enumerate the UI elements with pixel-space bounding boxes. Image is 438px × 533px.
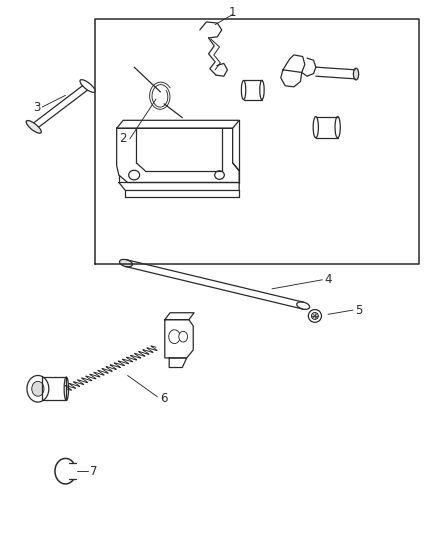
Ellipse shape xyxy=(353,68,358,80)
Ellipse shape xyxy=(128,170,139,180)
Circle shape xyxy=(32,381,44,396)
Ellipse shape xyxy=(296,302,309,309)
Ellipse shape xyxy=(241,80,245,100)
Ellipse shape xyxy=(307,310,321,322)
Circle shape xyxy=(168,330,180,344)
Ellipse shape xyxy=(334,117,339,138)
Ellipse shape xyxy=(259,80,264,100)
Ellipse shape xyxy=(214,171,224,179)
Circle shape xyxy=(27,375,49,402)
Text: 1: 1 xyxy=(228,6,236,19)
Circle shape xyxy=(178,332,187,342)
Text: 6: 6 xyxy=(160,392,168,405)
Text: 4: 4 xyxy=(324,273,331,286)
Text: 5: 5 xyxy=(354,304,362,317)
Ellipse shape xyxy=(26,120,41,133)
Ellipse shape xyxy=(311,312,318,319)
Text: 7: 7 xyxy=(90,465,98,478)
Text: 2: 2 xyxy=(119,132,127,146)
Text: 3: 3 xyxy=(33,101,40,114)
Ellipse shape xyxy=(119,260,132,267)
Ellipse shape xyxy=(64,377,68,400)
Ellipse shape xyxy=(312,117,318,138)
Ellipse shape xyxy=(40,377,44,400)
Ellipse shape xyxy=(80,79,95,92)
